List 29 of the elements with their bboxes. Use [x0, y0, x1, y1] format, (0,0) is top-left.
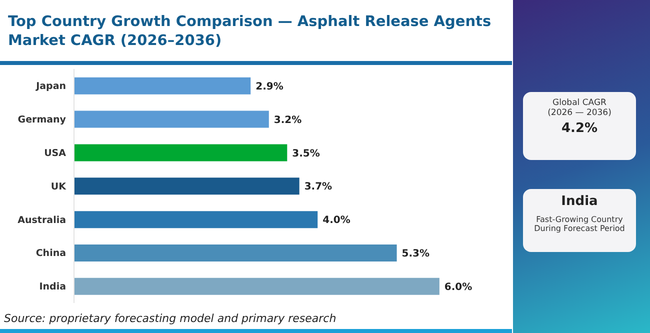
bar — [74, 178, 300, 195]
text: 4.2% — [560, 121, 599, 136]
data-label: 3.2% — [274, 114, 302, 126]
text: India — [560, 194, 599, 209]
y-tick-label: UK — [50, 181, 67, 192]
bar — [74, 244, 397, 262]
data-label: 3.7% — [304, 182, 332, 193]
data-label: 5.3% — [402, 248, 430, 260]
data-label: 4.0% — [322, 215, 350, 226]
source-note: Source: proprietary forecasting model and primary research — [4, 312, 336, 325]
text: During Forecast Period — [533, 224, 626, 233]
bar — [74, 211, 318, 228]
y-tick-label: Australia — [18, 214, 66, 226]
data-label: 2.9% — [256, 81, 284, 92]
text: (2026 — 2036) — [546, 108, 612, 118]
text: Global CAGR — [552, 98, 608, 108]
data-label: 3.5% — [292, 148, 320, 160]
bar — [74, 77, 251, 94]
bar — [74, 278, 440, 295]
chart-title: Top Country Growth Comparison — Asphalt Release Agents Market CAGR (2026–2036) — [8, 13, 492, 51]
y-tick-label: Japan — [35, 81, 66, 92]
bar — [74, 110, 269, 128]
y-tick-label: Germany — [18, 114, 67, 126]
data-label: 6.0% — [444, 282, 472, 293]
y-tick-label: India — [39, 282, 66, 293]
bar — [74, 144, 288, 162]
y-tick-label: China — [36, 248, 66, 260]
y-tick-label: USA — [44, 148, 67, 159]
text: Fast-Growing Country — [535, 215, 624, 224]
